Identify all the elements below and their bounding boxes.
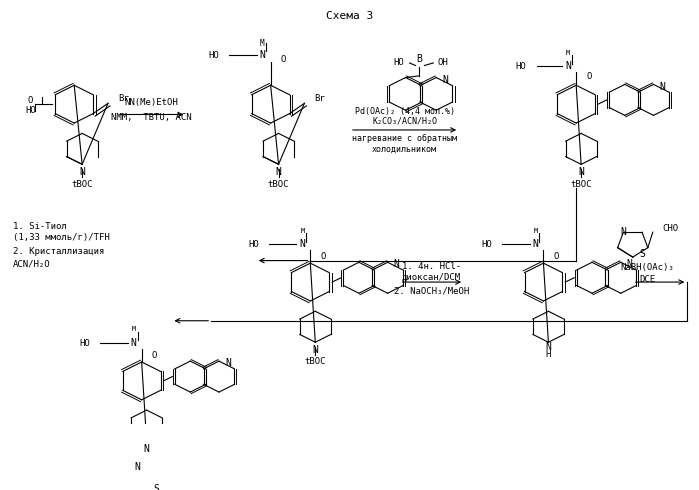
Text: HO: HO [394, 58, 405, 68]
Text: B: B [417, 53, 422, 64]
Text: CHO: CHO [663, 224, 679, 233]
Text: N: N [545, 342, 552, 351]
Text: O: O [320, 252, 326, 261]
Text: M: M [533, 227, 538, 234]
Text: tBOC: tBOC [570, 180, 592, 189]
Text: N: N [79, 167, 85, 177]
Text: Схема 3: Схема 3 [326, 11, 374, 21]
Text: 1. Si-Тиол: 1. Si-Тиол [13, 221, 66, 231]
Text: N: N [394, 260, 400, 270]
Text: O: O [586, 72, 591, 81]
Text: N: N [225, 358, 231, 368]
Text: M: M [259, 39, 264, 48]
Text: O: O [280, 55, 286, 64]
Text: HO: HO [248, 240, 259, 249]
Text: NN(Me)EtOH: NN(Me)EtOH [124, 98, 178, 107]
Text: нагревание с обратным: нагревание с обратным [352, 134, 457, 143]
Text: tBOC: tBOC [268, 180, 289, 189]
Text: N: N [144, 444, 150, 454]
Text: N: N [620, 227, 626, 237]
Text: Pd(OAc)₂ (4,4 мол.%): Pd(OAc)₂ (4,4 мол.%) [354, 106, 454, 116]
Text: Br: Br [118, 94, 129, 103]
Text: HO: HO [25, 106, 36, 115]
Text: N: N [275, 167, 282, 177]
Text: Br: Br [315, 94, 325, 103]
Text: N: N [134, 462, 140, 472]
Text: NaBH(OAc)₃: NaBH(OAc)₃ [621, 263, 675, 272]
Text: N: N [260, 50, 266, 60]
Text: холодильником: холодильником [372, 145, 437, 153]
Text: O: O [28, 96, 34, 105]
Text: N: N [299, 239, 305, 249]
Text: M: M [301, 227, 305, 234]
Text: tBOC: tBOC [305, 358, 326, 367]
Text: 2. NaOCH₃/MeOH: 2. NaOCH₃/MeOH [394, 286, 469, 295]
Text: N: N [578, 167, 584, 177]
Text: O: O [152, 351, 157, 360]
Text: 2. Кристаллизация: 2. Кристаллизация [13, 247, 104, 256]
Text: HO: HO [79, 339, 90, 347]
Text: O: O [554, 252, 559, 261]
Text: N: N [565, 61, 571, 72]
Text: K₂CO₃/ACN/H₂O: K₂CO₃/ACN/H₂O [372, 117, 437, 126]
Text: M: M [131, 326, 136, 332]
Text: S: S [153, 484, 159, 490]
Text: HO: HO [481, 240, 492, 249]
Text: (1,33 ммоль/г)/TFH: (1,33 ммоль/г)/TFH [13, 233, 110, 242]
Text: N: N [627, 260, 633, 270]
Text: N: N [533, 239, 538, 249]
Text: HO: HO [516, 62, 526, 71]
Text: N: N [131, 338, 137, 348]
Text: tBOC: tBOC [71, 180, 93, 189]
Text: 1. 4н. HCl-: 1. 4н. HCl- [402, 262, 461, 271]
Text: N: N [312, 345, 318, 355]
Text: S: S [640, 249, 645, 259]
Text: ACN/H₂O: ACN/H₂O [13, 260, 50, 269]
Text: N: N [442, 75, 449, 85]
Text: HO: HO [208, 50, 219, 60]
Text: H: H [546, 350, 551, 359]
Text: DCE: DCE [640, 275, 656, 284]
Text: N: N [660, 81, 665, 92]
Text: диоксан/DCM: диоксан/DCM [402, 273, 461, 282]
Text: OH: OH [438, 58, 448, 68]
Text: NMM,  TBTU, ACN: NMM, TBTU, ACN [111, 113, 192, 122]
Text: M: M [566, 50, 570, 56]
